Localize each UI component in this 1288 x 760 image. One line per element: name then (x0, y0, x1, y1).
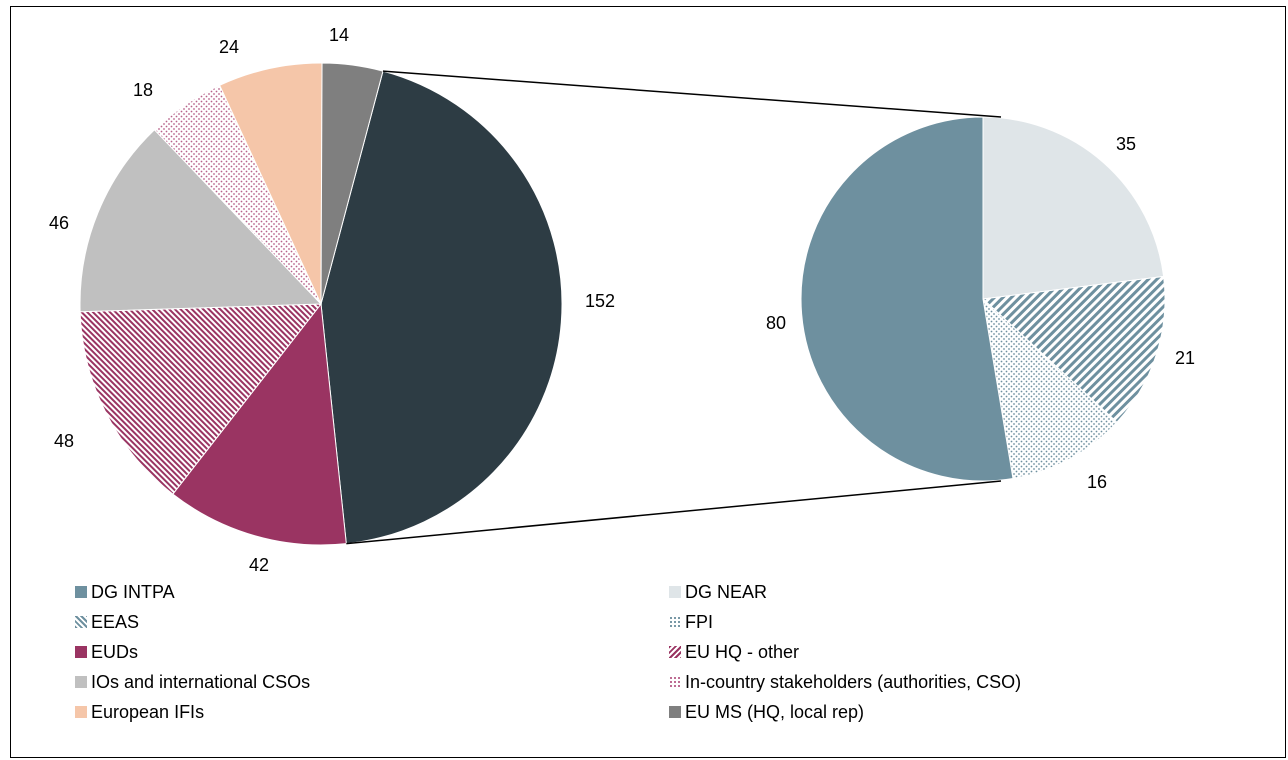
main-label-ifis: 24 (219, 37, 239, 57)
main-label-hq: 152 (585, 291, 615, 311)
secondary-slice-eeas (981, 275, 1166, 423)
secondary-slice-fpi (982, 297, 1118, 480)
main-label-ios: 46 (49, 213, 69, 233)
secondary-slice-intpa (800, 116, 1014, 482)
secondary-label-intpa: 80 (766, 313, 786, 333)
secondary-pie (800, 116, 1166, 482)
main-label-incountry: 18 (133, 80, 153, 100)
secondary-slice-near (982, 116, 1165, 300)
secondary-label-near: 35 (1116, 134, 1136, 154)
connector-lines (346, 70, 1002, 545)
data-labels: 152 42 48 46 18 24 14 35 21 16 80 (49, 25, 1195, 575)
connector-line-bottom (346, 480, 1002, 545)
secondary-label-eeas: 21 (1175, 348, 1195, 368)
main-slice-hq_other (79, 303, 323, 495)
main-pie (79, 62, 563, 546)
connector-line-top (382, 70, 1002, 118)
main-label-euds: 42 (249, 555, 269, 575)
main-label-hq_other: 48 (54, 431, 74, 451)
main-slice-hq (320, 70, 563, 545)
main-slice-euds (172, 302, 347, 546)
main-slice-ms (320, 62, 384, 305)
secondary-label-fpi: 16 (1087, 472, 1107, 492)
main-slice-ios (79, 129, 323, 313)
main-slice-ifis (218, 62, 323, 305)
main-label-ms: 14 (329, 25, 349, 45)
